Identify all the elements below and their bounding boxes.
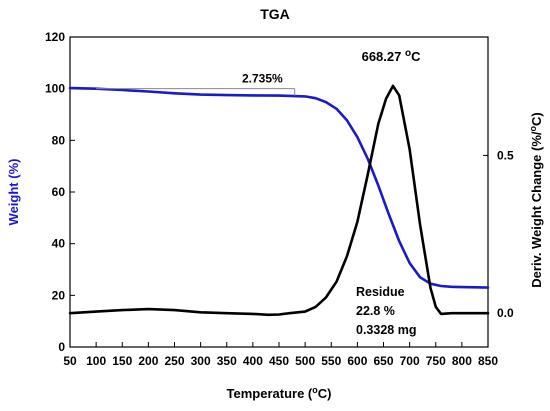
x-tick-label: 800 <box>452 354 472 368</box>
x-tick-label: 200 <box>138 354 158 368</box>
y-right-tick-label: 0.0 <box>497 306 514 320</box>
y-left-tick-label: 100 <box>45 82 65 96</box>
peak-temperature-label: 668.27 oC <box>362 48 421 65</box>
x-tick-label: 400 <box>243 354 263 368</box>
label-text-end: C) <box>529 112 544 126</box>
label-superscript: o <box>405 48 411 59</box>
x-tick-label: 500 <box>295 354 315 368</box>
x-tick-label: 700 <box>400 354 420 368</box>
y-left-tick-label: 20 <box>52 288 66 302</box>
x-axis: 50 100 150 200 250 300 350 400 450 500 550 600 650 70… <box>63 342 498 368</box>
label-text: Deriv. Weight Change (%/ <box>529 131 544 288</box>
y-right-tick-label: 0.5 <box>497 148 514 162</box>
x-tick-label: 250 <box>164 354 184 368</box>
label-text: Temperature ( <box>227 386 313 401</box>
label-text-end: C <box>411 49 421 64</box>
label-text: 668.27 <box>362 49 405 64</box>
y-axis-right-label: Deriv. Weight Change (%/oC) <box>528 112 544 287</box>
weight-loss-label: 2.735% <box>242 72 283 86</box>
residue-label-line: 22.8 % <box>356 304 395 318</box>
x-tick-label: 650 <box>373 354 393 368</box>
series-layer <box>68 84 490 317</box>
annotation-layer: 2.735% 668.27 oC Residue 22.8 % 0.3328 mg <box>96 48 421 337</box>
y-axis-left-label: Weight (%) <box>6 159 21 226</box>
x-axis-label: Temperature (oC) <box>227 385 332 401</box>
x-tick-label: 350 <box>217 354 237 368</box>
label-superscript: o <box>312 385 318 395</box>
label-superscript: o <box>528 125 538 131</box>
x-tick-label: 550 <box>321 354 341 368</box>
y-left-tick-label: 60 <box>52 185 66 199</box>
y-left-tick-label: 40 <box>52 237 66 251</box>
x-tick-label: 750 <box>426 354 446 368</box>
y-left-tick-label: 0 <box>58 340 65 354</box>
y-axis-left: 0 20 40 60 80 100 120 <box>45 30 75 354</box>
y-axis-right: 0.0 0.5 <box>483 148 514 320</box>
x-tick-label: 300 <box>191 354 211 368</box>
residue-label-line: Residue <box>356 285 405 299</box>
chart-title: TGA <box>260 6 290 22</box>
residue-label-line: 0.3328 mg <box>356 323 416 337</box>
y-left-tick-label: 80 <box>52 133 66 147</box>
derivative-curve-line <box>68 84 490 317</box>
x-tick-label: 100 <box>86 354 106 368</box>
x-tick-label: 150 <box>112 354 132 368</box>
x-tick-label: 600 <box>347 354 367 368</box>
label-text-end: C) <box>318 386 332 401</box>
x-tick-label: 50 <box>63 354 77 368</box>
y-left-tick-label: 120 <box>45 30 65 44</box>
x-tick-label: 850 <box>478 354 498 368</box>
x-tick-label: 450 <box>269 354 289 368</box>
